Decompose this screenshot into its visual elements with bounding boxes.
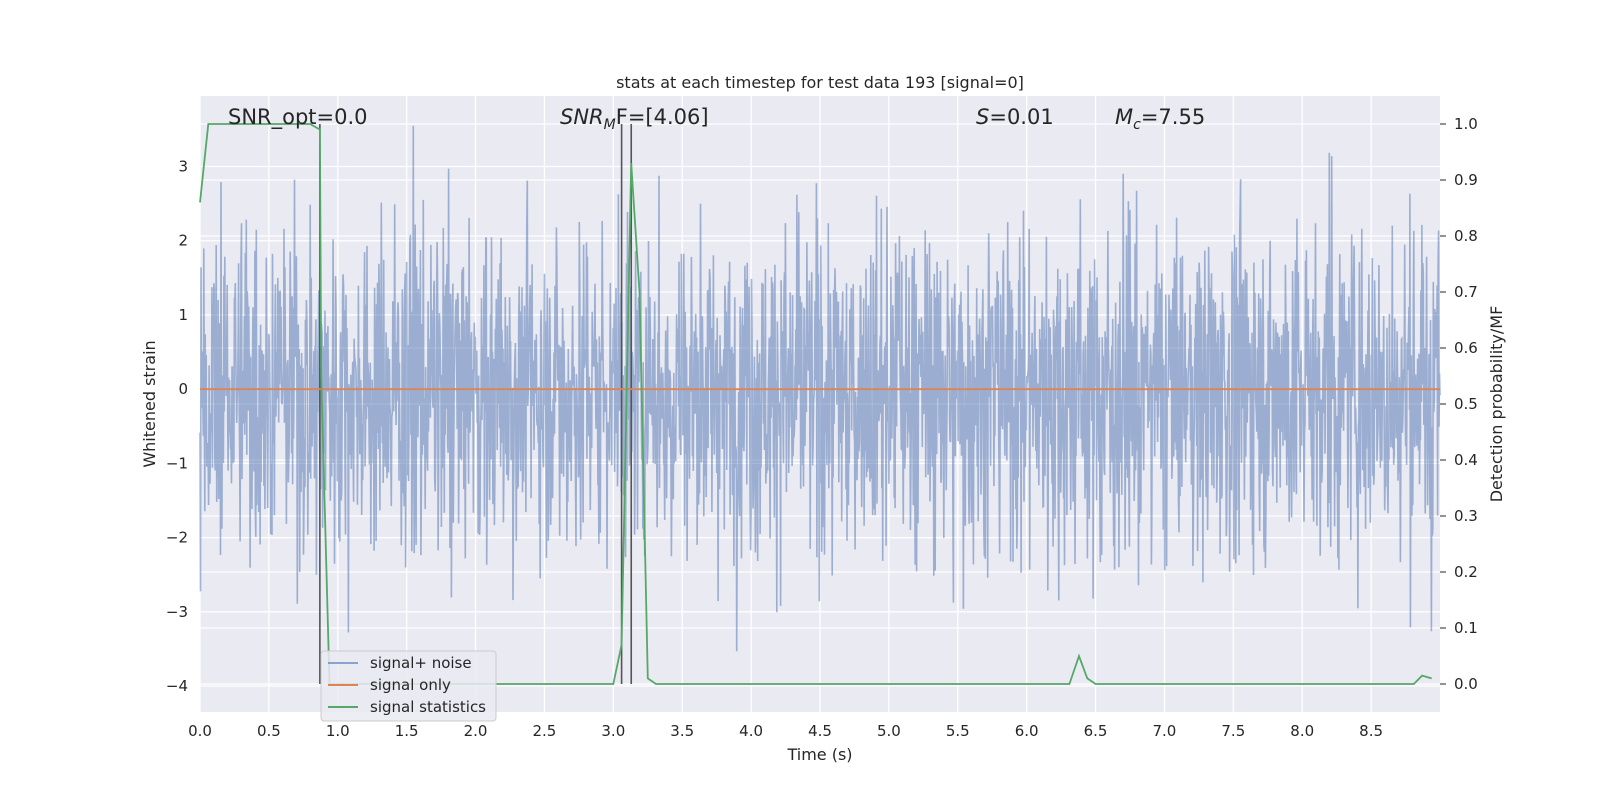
x-tick-label: 5.0	[877, 722, 901, 740]
annotation-mc-suffix: =7.55	[1141, 105, 1205, 129]
x-tick-label: 3.5	[670, 722, 694, 740]
x-tick-label: 3.0	[601, 722, 625, 740]
x-tick-label: 6.5	[1084, 722, 1108, 740]
ticks: 0.0 0.5 1.0 1.5 2.0 2.5 3.0 3.5 4.0 4.5 5.0 5.5 6.0 6…	[166, 115, 1478, 740]
x-tick-label: 6.0	[1015, 722, 1039, 740]
y-tick-label-left: 2	[178, 232, 188, 250]
series-signal-noise	[199, 125, 1441, 652]
x-tick-label: 0.5	[257, 722, 281, 740]
x-tick-label: 7.5	[1221, 722, 1245, 740]
y-tick-label-left: −1	[166, 454, 188, 472]
annotation-mc-base: M	[1115, 105, 1133, 129]
y-tick-label-right: 0.3	[1454, 507, 1478, 525]
y-tick-label-right: 0.9	[1454, 171, 1478, 189]
legend-box	[320, 650, 497, 722]
legend: signal+ noise signal only signal statist…	[320, 650, 497, 722]
annotation-snr-opt: SNR_opt=0.0	[228, 105, 368, 130]
x-tick-label: 4.5	[808, 722, 832, 740]
y-tick-label-left: −2	[166, 529, 188, 547]
legend-label-stats: signal statistics	[370, 698, 486, 716]
y-tick-label-right: 1.0	[1454, 115, 1478, 133]
annotation-snr-mf-base: SNR	[560, 105, 604, 129]
y-tick-label-right: 0.1	[1454, 619, 1478, 637]
x-tick-label: 2.0	[464, 722, 488, 740]
y-tick-label-left: 0	[178, 380, 188, 398]
x-tick-label: 0.0	[188, 722, 212, 740]
series-layer	[199, 123, 1440, 685]
y-tick-label-right: 0.7	[1454, 283, 1478, 301]
y-axis-label-right: Detection probability/MF	[1487, 306, 1506, 503]
legend-label-noise: signal+ noise	[370, 654, 472, 672]
y-axis-label-left: Whitened strain	[140, 340, 159, 467]
x-axis-label: Time (s)	[786, 745, 852, 764]
annotation-s: S=0.01	[976, 105, 1054, 129]
y-tick-label-right: 0.0	[1454, 675, 1478, 693]
annotation-mc: Mc=7.55	[1115, 105, 1205, 133]
annotation-snr-mf-suffix: F=[4.06]	[616, 105, 709, 129]
y-tick-label-left: 3	[178, 158, 188, 176]
y-tick-label-left: −3	[166, 603, 188, 621]
x-tick-label: 8.5	[1359, 722, 1383, 740]
y-tick-label-right: 0.2	[1454, 563, 1478, 581]
legend-label-signal: signal only	[370, 676, 451, 694]
annotation-snr-opt-prefix: SNR_opt=	[228, 105, 334, 130]
x-tick-label: 5.5	[946, 722, 970, 740]
x-tick-label: 2.5	[533, 722, 557, 740]
x-tick-label: 1.0	[326, 722, 350, 740]
annotation-snr-opt-value: 0.0	[334, 105, 367, 129]
x-tick-label: 1.5	[395, 722, 419, 740]
y-tick-label-right: 0.8	[1454, 227, 1478, 245]
x-tick-label: 8.0	[1290, 722, 1314, 740]
y-tick-label-right: 0.5	[1454, 395, 1478, 413]
annotation-mc-sub: c	[1133, 117, 1141, 133]
line-signal-noise	[199, 125, 1441, 652]
y-tick-label-right: 0.6	[1454, 339, 1478, 357]
annotation-s-suffix: =0.01	[989, 105, 1053, 129]
y-tick-label-left: 1	[178, 306, 188, 324]
annotation-s-base: S	[976, 105, 989, 129]
line-signal-statistics	[199, 123, 1432, 685]
x-tick-label: 7.0	[1153, 722, 1177, 740]
x-tick-label: 4.0	[739, 722, 763, 740]
y-tick-label-left: −4	[166, 677, 188, 695]
annotation-snr-mf: SNRMF=[4.06]	[560, 105, 709, 133]
annotation-snr-mf-sub: M	[604, 117, 616, 133]
chart-title: stats at each timestep for test data 193…	[616, 73, 1024, 92]
y-tick-label-right: 0.4	[1454, 451, 1478, 469]
